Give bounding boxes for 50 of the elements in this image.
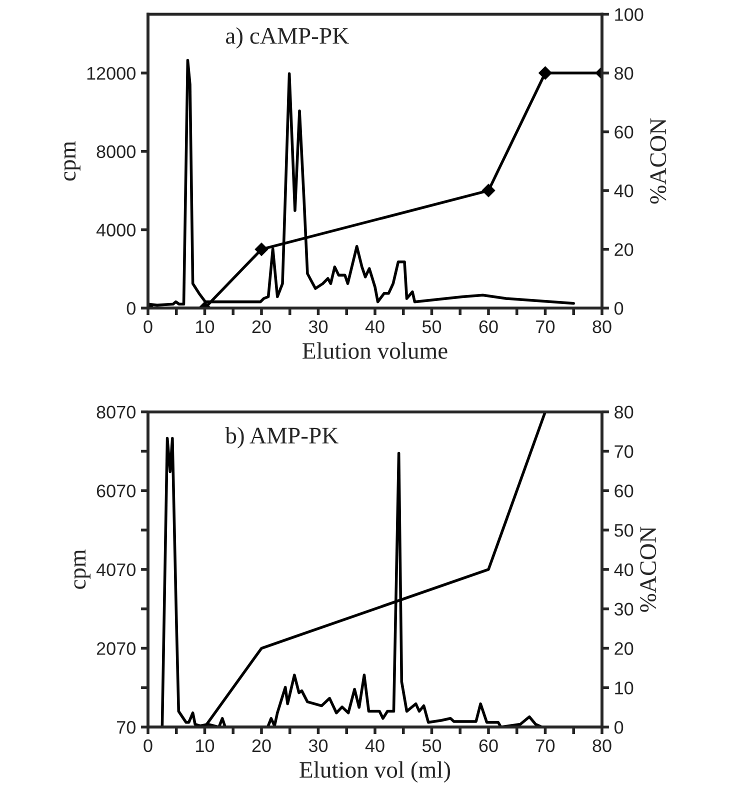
- y-tick-label: 12000: [87, 66, 136, 80]
- x-tick-label: 70: [536, 320, 555, 334]
- x-tick-label: 70: [536, 739, 555, 752]
- y-tick-label: 4070: [96, 563, 136, 576]
- y-tick-label: 8000: [96, 145, 136, 158]
- y2-tick-label: 80: [614, 406, 634, 419]
- y-axis-title: cpm: [64, 141, 80, 181]
- y-axis-title: cpm: [74, 549, 90, 589]
- y-tick-label: 4000: [96, 224, 136, 236]
- x-tick-label: 0: [144, 739, 152, 752]
- y2-tick-label: 80: [614, 66, 634, 80]
- y2-tick-label: 70: [614, 445, 634, 458]
- x-tick-label: 0: [144, 320, 152, 334]
- x-tick-label: 10: [196, 320, 214, 334]
- y2-axis-title: %ACON: [650, 118, 666, 204]
- x-tick-label: 40: [365, 320, 384, 334]
- x-tick-label: 80: [592, 320, 612, 334]
- y2-tick-label: 10: [615, 682, 634, 694]
- x-axis-title: Elution volume: [302, 342, 448, 359]
- y2-tick-label: 60: [614, 484, 634, 498]
- x-tick-label: 30: [308, 320, 328, 334]
- x-tick-label: 20: [252, 320, 271, 334]
- x-tick-label: 20: [252, 739, 271, 752]
- y2-tick-label: 0: [614, 302, 624, 315]
- x-tick-label: 80: [592, 739, 612, 752]
- y-tick-label: 8070: [96, 406, 136, 419]
- y2-tick-label: 40: [614, 184, 634, 198]
- y2-tick-label: 40: [614, 563, 634, 576]
- text: a) cAMP-PK: [226, 27, 349, 49]
- text: b) AMP-PK: [225, 426, 338, 448]
- y2-tick-label: 60: [614, 126, 634, 139]
- x-tick-label: 50: [422, 739, 442, 752]
- y-tick-label: 70: [117, 720, 136, 734]
- x-tick-label: 40: [365, 739, 384, 752]
- y2-tick-label: 100: [615, 8, 644, 21]
- y2-tick-label: 50: [614, 524, 634, 537]
- y2-axis-title: %ACON: [640, 526, 656, 612]
- x-tick-label: 60: [479, 320, 498, 334]
- x-tick-label: 10: [196, 739, 214, 752]
- y-tick-label: 2070: [96, 642, 136, 655]
- y-tick-label: 0: [126, 302, 136, 315]
- y2-tick-label: 20: [614, 642, 634, 655]
- y2-tick-label: 30: [614, 602, 634, 616]
- x-tick-label: 60: [479, 739, 498, 752]
- y2-tick-label: 0: [614, 720, 624, 734]
- x-tick-label: 50: [422, 320, 442, 334]
- y-tick-label: 6070: [96, 484, 136, 498]
- x-axis-title: Elution vol (ml): [300, 761, 450, 783]
- x-tick-label: 30: [308, 739, 328, 752]
- y2-tick-label: 20: [614, 243, 634, 256]
